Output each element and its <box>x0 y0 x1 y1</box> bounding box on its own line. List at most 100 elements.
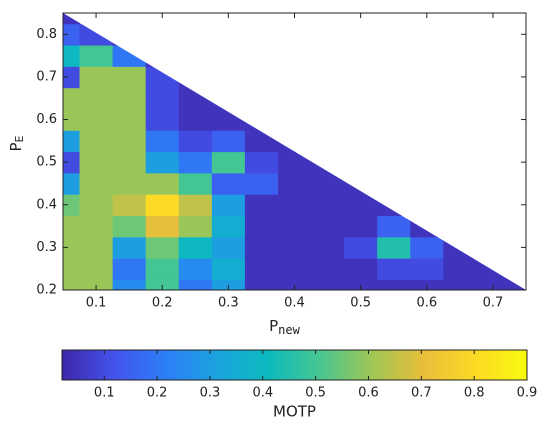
y-tick-label: 0.4 <box>36 197 57 212</box>
contour-cell <box>63 258 81 280</box>
contour-cell <box>145 194 180 217</box>
contour-cell <box>410 258 444 280</box>
contour-cell <box>112 151 147 174</box>
colorbar-tick-label: 0.5 <box>305 386 326 401</box>
contour-cell <box>112 172 147 195</box>
contour-cell <box>277 194 312 217</box>
contour-cell <box>244 151 279 174</box>
y-axis-label: PE <box>7 135 27 151</box>
contour-cell <box>63 108 81 131</box>
contour-cell <box>476 258 511 280</box>
contour-cell <box>178 130 213 153</box>
contour-cell <box>63 279 81 290</box>
contour-cell <box>79 151 114 174</box>
contour-cell <box>145 279 180 290</box>
contour-cell <box>211 215 246 238</box>
contour-cell <box>79 130 114 153</box>
contour-cell <box>311 194 345 217</box>
contour-cell <box>244 108 279 131</box>
contour-cell <box>178 108 213 131</box>
contour-cell <box>344 172 378 195</box>
contour-cell <box>63 236 81 259</box>
contour-cell <box>79 23 114 46</box>
contour-cell <box>410 279 444 290</box>
contour-cell <box>377 258 411 280</box>
y-tick-label: 0.6 <box>36 112 57 127</box>
contour-cell <box>443 236 477 259</box>
y-tick-label: 0.5 <box>36 155 57 170</box>
contour-cell <box>178 258 213 280</box>
contour-cell <box>476 279 511 290</box>
axes: 0.1 0.2 0.3 0.4 0.5 0.6 0.7 0.2 0.3 0.4 0.5 0.6 0.7 0… <box>7 12 538 421</box>
contour-cell <box>211 172 246 195</box>
contour-cell <box>112 44 147 67</box>
contour-cell <box>63 87 81 110</box>
contour-cell <box>244 172 279 195</box>
contour-cell <box>145 66 180 89</box>
contour-cell <box>244 130 279 153</box>
colorbar-tick-label: 0.3 <box>200 386 221 401</box>
contour-cell <box>277 130 312 153</box>
contour-cell <box>112 23 147 46</box>
contour-cell <box>145 215 180 238</box>
contour-cell <box>311 279 345 290</box>
contour-cell <box>211 151 246 174</box>
contour-cell <box>112 130 147 153</box>
contour-cell <box>145 151 180 174</box>
x-axis-label: Pnew <box>269 317 300 337</box>
contour-cell <box>211 279 246 290</box>
contour-cell <box>244 215 279 238</box>
contour-cell <box>63 130 81 153</box>
contour-cell <box>145 258 180 280</box>
contour-cell <box>145 44 180 67</box>
contour-cell <box>79 87 114 110</box>
colorbar-tick-label: 0.8 <box>464 386 485 401</box>
contour-cell <box>178 215 213 238</box>
contour-cell <box>178 194 213 217</box>
x-tick-label: 0.4 <box>284 296 305 311</box>
contour-cell <box>277 236 312 259</box>
contour-cell <box>112 215 147 238</box>
contour-cell <box>344 279 378 290</box>
contour-cell <box>377 215 411 238</box>
y-tick-label: 0.2 <box>36 283 57 298</box>
contour-cell <box>63 215 81 238</box>
contour-cell <box>145 172 180 195</box>
contour-cell <box>63 151 81 174</box>
y-tick-label: 0.7 <box>36 69 57 84</box>
contour-cell <box>244 194 279 217</box>
contour-cell <box>443 279 477 290</box>
contour-cell <box>344 194 378 217</box>
contour-cell <box>509 279 526 290</box>
colorbar-tick-label: 0.9 <box>517 386 538 401</box>
contour-cell <box>311 215 345 238</box>
contour-cell <box>211 236 246 259</box>
contour-cell <box>112 87 147 110</box>
contour-cell <box>410 236 444 259</box>
contour-cell <box>79 44 114 67</box>
contour-cell <box>79 108 114 131</box>
contour-cell <box>178 87 213 110</box>
contour-cell <box>178 279 213 290</box>
contour-cell <box>377 236 411 259</box>
contour-cell <box>79 236 114 259</box>
contour-cell <box>277 215 312 238</box>
colorbar-tick-label: 0.1 <box>94 386 115 401</box>
contour-cell <box>178 236 213 259</box>
contour-cell <box>63 66 81 89</box>
contour-cell <box>311 258 345 280</box>
y-label-main: P <box>7 142 25 151</box>
contour-cell <box>277 172 312 195</box>
contour-cell <box>112 236 147 259</box>
contour-cell <box>79 258 114 280</box>
contour-cell <box>277 151 312 174</box>
contour-cell <box>112 108 147 131</box>
contour-cell <box>112 258 147 280</box>
x-tick-label: 0.1 <box>86 296 107 311</box>
contour-cell <box>410 215 444 238</box>
contour-cell <box>344 215 378 238</box>
contour-cell <box>112 66 147 89</box>
x-label-sub: new <box>278 323 300 337</box>
x-tick-label: 0.2 <box>152 296 173 311</box>
